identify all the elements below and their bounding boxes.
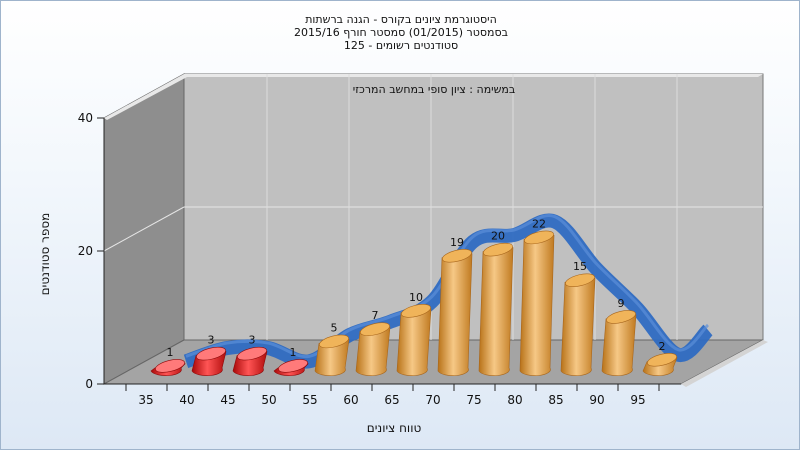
bar-top <box>319 334 349 349</box>
chart-title-line-3: סטודנטים רשומים - 125 <box>344 39 458 52</box>
bar-value-label: 22 <box>532 217 546 230</box>
x-tick-label: 55 <box>302 393 317 407</box>
bar <box>478 242 514 376</box>
bar <box>437 249 473 376</box>
bar-value-label: 3 <box>249 334 256 347</box>
x-tick-label: 65 <box>384 393 399 407</box>
bar <box>355 322 391 376</box>
bar-value-label: 9 <box>618 297 625 310</box>
bar <box>150 359 186 376</box>
x-tick-label: 75 <box>466 393 481 407</box>
bar-value-label: 5 <box>331 321 338 334</box>
bar-body <box>601 314 637 376</box>
chart-title-line-1: היסטוגרמת ציונים בקורס - הגנה ברשתות <box>305 13 497 26</box>
y-tick-labels: 0 20 40 <box>78 111 104 391</box>
x-tick-label: 50 <box>261 393 276 407</box>
x-tick-label: 45 <box>220 393 235 407</box>
bar-value-label: 1 <box>167 346 174 359</box>
bar-value-label: 10 <box>409 291 423 304</box>
bar-top <box>237 346 267 361</box>
x-tick-label: 80 <box>507 393 522 407</box>
bar <box>232 346 268 376</box>
bar-value-label: 7 <box>372 309 379 322</box>
x-tick-label: 85 <box>548 393 563 407</box>
floor-edge <box>681 340 768 387</box>
y-axis-title: מספר סטודנטים <box>38 213 52 296</box>
bars <box>150 230 678 376</box>
chart-subtitle: במשימה : ציון סופי במחשב המרכזי <box>353 83 516 96</box>
bar-body <box>560 277 596 376</box>
y-tick-label: 20 <box>78 244 93 258</box>
bar <box>601 310 637 376</box>
x-tick-labels: 35 40 45 50 55 60 65 70 75 80 85 90 95 <box>125 384 660 407</box>
bar-value-label: 2 <box>659 340 666 353</box>
x-tick-label: 90 <box>589 393 604 407</box>
bar-value-label: 3 <box>208 334 215 347</box>
bar-body <box>396 308 432 376</box>
bar-value-label: 20 <box>491 230 505 243</box>
bar-top <box>196 346 226 361</box>
bar-body <box>437 253 473 376</box>
chart-title-line-2: בסמסטר (01/2015) סמסטר חורף 2015/16 <box>294 26 508 39</box>
bar-top <box>606 310 636 324</box>
x-tick-label: 35 <box>138 393 153 407</box>
bar <box>314 334 350 376</box>
x-tick-label: 70 <box>425 393 440 407</box>
bar-top <box>647 353 677 367</box>
x-tick-label: 60 <box>343 393 358 407</box>
bar-body <box>478 247 514 376</box>
bar-top <box>565 273 595 287</box>
y-tick-label: 40 <box>78 111 93 125</box>
bar-body <box>519 235 555 376</box>
bar-top <box>442 249 472 263</box>
bar <box>560 273 596 376</box>
x-axis-title: טווח ציונים <box>367 421 422 435</box>
bar <box>273 359 309 376</box>
x-tick-label: 95 <box>630 393 645 407</box>
y-tick-label: 0 <box>85 377 93 391</box>
bar-top <box>360 322 390 336</box>
bar-top <box>483 242 513 257</box>
gridline-side <box>103 206 185 252</box>
bar-top <box>278 359 308 373</box>
bar-value-label: 19 <box>450 236 464 249</box>
bar <box>642 353 678 376</box>
bar <box>519 230 555 376</box>
bar-top <box>524 230 554 245</box>
bar <box>396 304 432 376</box>
bar-top <box>401 304 431 318</box>
bar-top <box>155 359 185 373</box>
bar-body <box>314 339 350 376</box>
bar-value-label: 15 <box>573 260 587 273</box>
bar-body <box>355 326 391 376</box>
bar-value-label: 1 <box>290 346 297 359</box>
x-tick-label: 40 <box>179 393 194 407</box>
bar <box>191 346 227 376</box>
